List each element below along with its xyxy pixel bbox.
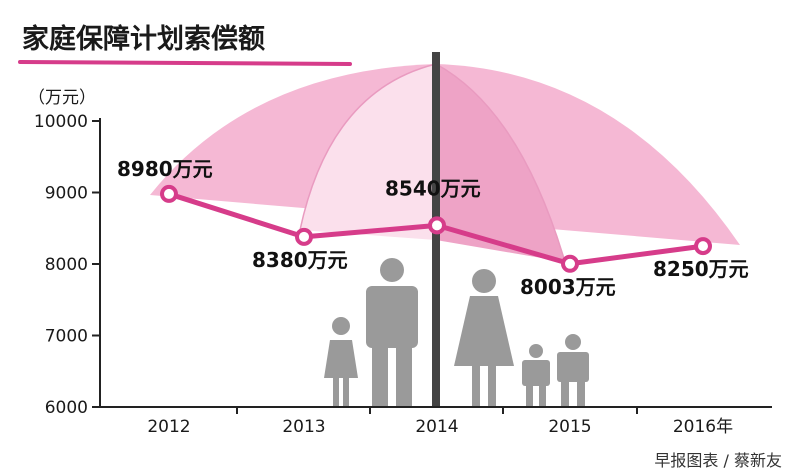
y-tick-label: 10000 <box>34 112 88 132</box>
x-category-label: 2014 <box>415 417 458 437</box>
x-category-label: 2012 <box>147 417 190 437</box>
data-point <box>561 254 579 273</box>
y-tick-label: 7000 <box>45 327 88 347</box>
y-tick-label: 6000 <box>45 398 88 418</box>
data-label: 8540万元 <box>385 176 481 200</box>
y-tick-label: 9000 <box>45 184 88 204</box>
title-underline <box>18 60 352 66</box>
y-axis-label: （万元） <box>28 88 96 108</box>
chart-title: 家庭保障计划索偿额 <box>22 23 265 55</box>
x-category-label: 2013 <box>282 417 325 437</box>
data-point <box>428 216 446 235</box>
x-category-label: 2015 <box>548 417 591 437</box>
source-credit: 早报图表 / 蔡新友 <box>654 451 782 470</box>
data-point <box>295 227 313 246</box>
data-label: 8250万元 <box>653 257 749 281</box>
data-label: 8003万元 <box>520 275 616 299</box>
data-label: 8380万元 <box>252 248 348 272</box>
family-figures-icon <box>324 258 589 406</box>
data-label: 8980万元 <box>117 157 213 181</box>
data-point <box>160 184 178 203</box>
umbrella-icon <box>150 52 740 407</box>
y-tick-label: 8000 <box>45 255 88 275</box>
data-point <box>694 237 712 256</box>
x-category-label: 2016年 <box>673 417 733 437</box>
